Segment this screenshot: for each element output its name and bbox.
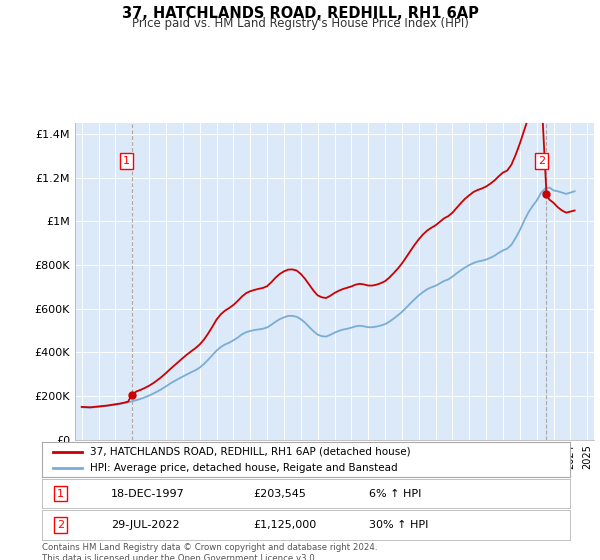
Text: HPI: Average price, detached house, Reigate and Banstead: HPI: Average price, detached house, Reig… [89, 463, 397, 473]
Text: 30% ↑ HPI: 30% ↑ HPI [370, 520, 429, 530]
Text: 1: 1 [123, 156, 130, 166]
Text: 37, HATCHLANDS ROAD, REDHILL, RH1 6AP: 37, HATCHLANDS ROAD, REDHILL, RH1 6AP [122, 6, 478, 21]
Text: 2: 2 [538, 156, 545, 166]
Text: 2: 2 [57, 520, 64, 530]
Text: 37, HATCHLANDS ROAD, REDHILL, RH1 6AP (detached house): 37, HATCHLANDS ROAD, REDHILL, RH1 6AP (d… [89, 447, 410, 457]
Text: Contains HM Land Registry data © Crown copyright and database right 2024.
This d: Contains HM Land Registry data © Crown c… [42, 543, 377, 560]
Text: 1: 1 [57, 489, 64, 498]
Text: Price paid vs. HM Land Registry's House Price Index (HPI): Price paid vs. HM Land Registry's House … [131, 17, 469, 30]
Text: 29-JUL-2022: 29-JUL-2022 [110, 520, 179, 530]
Text: 18-DEC-1997: 18-DEC-1997 [110, 489, 184, 498]
Text: £203,545: £203,545 [253, 489, 306, 498]
Text: 6% ↑ HPI: 6% ↑ HPI [370, 489, 422, 498]
Text: £1,125,000: £1,125,000 [253, 520, 316, 530]
